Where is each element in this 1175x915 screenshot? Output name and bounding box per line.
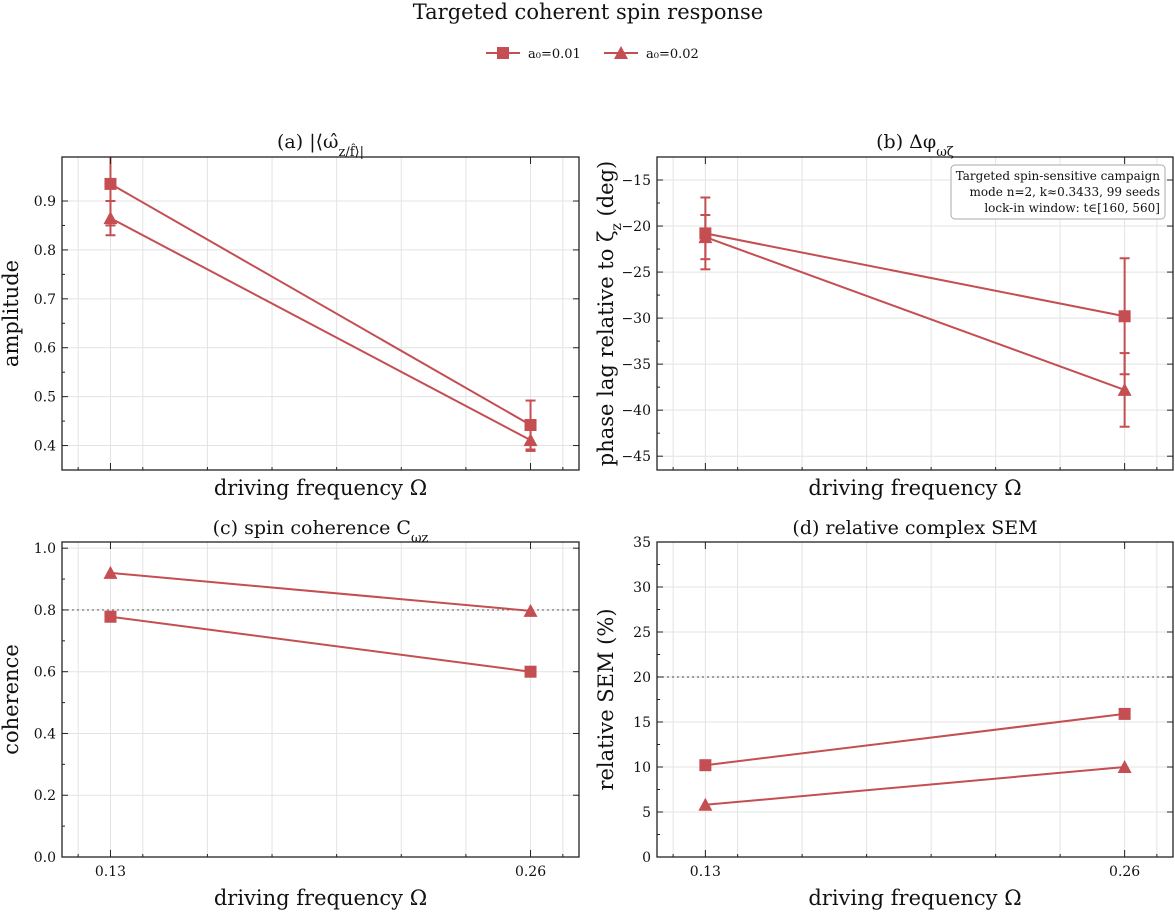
panel-b-ytick-label: −20: [621, 219, 651, 235]
panel-d: 0 5 10 15 20 25 30 35 0.13 0.26 (d) relative compl…: [594, 517, 1174, 910]
panel-c-ytick-label: 0.4: [34, 726, 56, 742]
panel-b-series-line-0: [705, 232, 1125, 318]
panel-c-point-triangle: [103, 565, 118, 579]
panel-d-point-square: [699, 759, 712, 772]
panel-b-annotation-line: mode n=2, k≈0.3433, 99 seeds: [970, 185, 1160, 199]
legend-marker-square: [497, 47, 509, 59]
panel-c-xtick-label: 0.26: [515, 864, 546, 880]
panel-a-point-square: [104, 177, 117, 190]
panel-c-ylabel: coherence: [0, 644, 23, 755]
panel-b-ytick-label: −25: [621, 265, 651, 281]
panel-b-title: (b) Δφωζ: [876, 131, 954, 160]
panel-d-frame: [656, 541, 1174, 858]
panel-c-series-line-0: [110, 615, 531, 673]
panel-d-series-line-1: [705, 766, 1125, 806]
panel-b-point-triangle: [1117, 382, 1132, 396]
panel-b-series-line-1: [705, 236, 1125, 391]
panel-d-ytick-label: 20: [633, 670, 651, 686]
panel-b-ytick-label: −30: [621, 311, 651, 327]
panel-c-title: (c) spin coherence Cωz: [213, 517, 429, 546]
panel-b: −45 −40 −35 −30 −25 −20 −15 (b) Δφωζ driving fre…: [594, 131, 1174, 500]
panel-b-point-square: [1118, 310, 1131, 323]
panel-a-xlabel: driving frequency Ω: [214, 476, 427, 500]
figure-suptitle: Targeted coherent spin response: [413, 0, 763, 24]
panel-a-point-square: [524, 419, 537, 432]
panel-d-xtick-label: 0.13: [690, 864, 721, 880]
panel-c-ytick-label: 0.0: [34, 850, 56, 866]
panel-b-point-triangle: [698, 230, 713, 244]
panel-d-ytick-label: 5: [642, 805, 651, 821]
panel-b-ytick-label: −35: [621, 357, 651, 373]
panel-b-ytick-label: −45: [621, 449, 651, 465]
panel-c-ytick-label: 0.6: [34, 665, 56, 681]
panel-c-ytick-label: 1.0: [34, 541, 56, 557]
panel-a-point-triangle: [523, 433, 538, 447]
panel-b-ytick-label: −15: [621, 173, 651, 189]
panel-d-ytick-label: 15: [633, 715, 651, 731]
panel-a-ytick-label: 0.7: [34, 292, 56, 308]
panel-d-point-triangle: [698, 797, 713, 811]
panel-c-ytick-label: 0.8: [34, 603, 56, 619]
panel-a-series-line-0: [109, 183, 532, 426]
panel-a-ytick-label: 0.9: [34, 194, 56, 210]
panel-c-point-square: [104, 610, 117, 623]
panel-a-ytick-label: 0.8: [34, 243, 56, 259]
panel-a-frame: [61, 156, 580, 471]
panel-d-ytick-label: 0: [642, 850, 651, 866]
legend-label-a002: a₀=0.02: [646, 47, 699, 62]
panel-c-xtick-label: 0.13: [95, 864, 126, 880]
panel-c-point-square: [524, 665, 537, 678]
panel-a-ytick-label: 0.4: [34, 439, 56, 455]
panel-a-ytick-label: 0.5: [34, 390, 56, 406]
panel-c-ytick-label: 0.2: [34, 788, 56, 804]
panel-c-point-triangle: [523, 603, 538, 617]
panel-b-ytick-label: −40: [621, 403, 651, 419]
panel-d-series-line-0: [705, 712, 1125, 767]
panel-d-xlabel: driving frequency Ω: [808, 886, 1021, 910]
legend-marker-triangle: [614, 46, 628, 59]
panel-a-ylabel: amplitude: [0, 260, 23, 367]
panel-d-point-triangle: [1117, 760, 1132, 773]
panel-d-title: (d) relative complex SEM: [792, 517, 1037, 539]
panel-c-series-line-1: [110, 571, 531, 612]
panel-d-ytick-label: 25: [633, 625, 651, 641]
panel-a-series-line-1: [110, 217, 531, 442]
panel-d-point-square: [1118, 707, 1131, 720]
panel-a-point-triangle: [103, 211, 118, 225]
panel-a-title: (a) |⟨ω̂z/f̂⟩|: [277, 131, 364, 160]
panel-c-frame: [61, 541, 580, 858]
panel-a: 0.4 0.5 0.6 0.7 0.8 0.9 (a) |⟨ω̂z/f̂⟩| driving …: [0, 131, 580, 500]
panel-d-ytick-label: 10: [633, 760, 651, 776]
panel-c: 0.0 0.2 0.4 0.6 0.8 1.0 0.13 0.26 (c) spin coher…: [0, 517, 580, 910]
legend: a₀=0.01 a₀=0.02: [486, 46, 699, 62]
panel-b-annotation-line: lock-in window: t∈[160, 560]: [984, 201, 1160, 215]
panel-d-xtick-label: 0.26: [1109, 864, 1140, 880]
panel-d-ylabel: relative SEM (%): [594, 608, 618, 790]
panel-b-annotation-line: Targeted spin-sensitive campaign: [956, 169, 1161, 183]
legend-label-a001: a₀=0.01: [528, 47, 581, 62]
panel-b-xlabel: driving frequency Ω: [808, 476, 1021, 500]
panel-d-ytick-label: 35: [633, 535, 651, 551]
panel-c-xlabel: driving frequency Ω: [214, 886, 427, 910]
panel-b-ylabel: phase lag relative to ζz (deg): [594, 161, 625, 466]
panel-d-ytick-label: 30: [633, 580, 651, 596]
panel-b-annotation-box: [950, 164, 1166, 220]
panel-a-ytick-label: 0.6: [34, 341, 56, 357]
panel-b-frame: [656, 156, 1174, 471]
